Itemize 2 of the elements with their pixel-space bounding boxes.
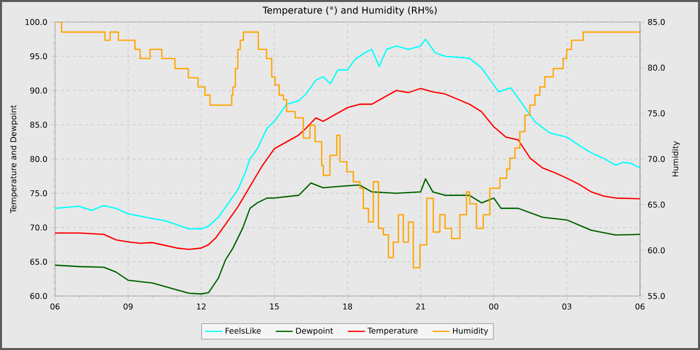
line-series [55, 178, 640, 295]
chart-title: Temperature (°) and Humidity (RH%) [262, 6, 437, 16]
